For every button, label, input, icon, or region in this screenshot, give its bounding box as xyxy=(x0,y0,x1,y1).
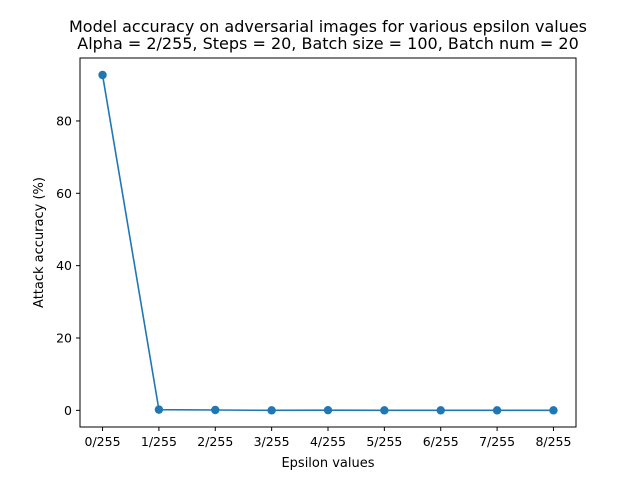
y-tick-label: 80 xyxy=(56,113,72,128)
x-axis-label: Epsilon values xyxy=(281,456,374,471)
series-layer xyxy=(98,70,558,415)
y-tick-label: 0 xyxy=(64,403,72,418)
series-line xyxy=(101,74,554,412)
data-point xyxy=(492,406,502,415)
data-point xyxy=(380,406,389,415)
y-axis: 0 20 40 60 80 xyxy=(56,113,80,418)
x-axis: 0/255 1/255 2/255 3/255 4/255 5/255 6/255 7/255… xyxy=(85,427,571,449)
x-tick-label: 7/255 xyxy=(479,434,515,449)
data-point xyxy=(549,406,558,415)
x-tick-label: 1/255 xyxy=(141,434,177,449)
y-tick-label: 20 xyxy=(56,331,72,346)
x-tick-label: 6/255 xyxy=(423,434,459,449)
x-tick-label: 3/255 xyxy=(254,434,290,449)
y-axis-label: Attack accuracy (%) xyxy=(32,177,47,308)
data-point xyxy=(436,406,445,415)
data-point xyxy=(98,70,107,80)
chart-title-line-1: Model accuracy on adversarial images for… xyxy=(69,17,587,36)
x-tick-label: 4/255 xyxy=(310,434,346,449)
data-point xyxy=(154,405,164,414)
data-point xyxy=(211,405,220,415)
data-point xyxy=(267,406,276,415)
x-tick-label: 2/255 xyxy=(197,434,233,449)
x-tick-label: 5/255 xyxy=(366,434,402,449)
chart-title-line-2: Alpha = 2/255, Steps = 20, Batch size = … xyxy=(77,34,579,53)
y-tick-label: 60 xyxy=(56,186,72,201)
x-tick-label: 0/255 xyxy=(85,434,121,449)
x-tick-label: 8/255 xyxy=(535,434,571,449)
plot-frame xyxy=(79,57,577,428)
data-point xyxy=(323,405,333,415)
plot-area: 0/255 1/255 2/255 3/255 4/255 5/255 6/255 7/255… xyxy=(56,57,577,449)
y-tick-label: 40 xyxy=(56,258,72,273)
